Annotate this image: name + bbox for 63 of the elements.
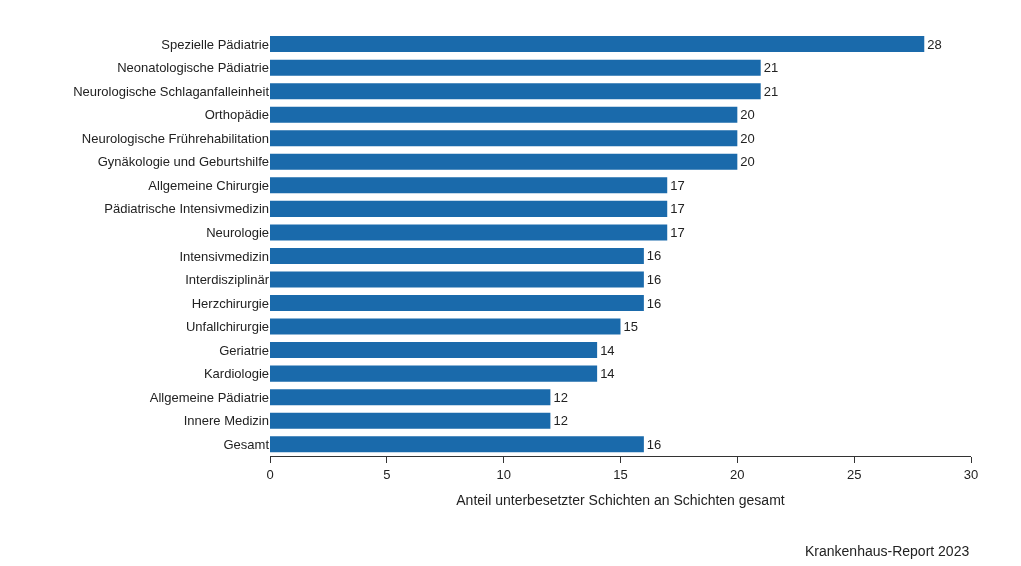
data-label: 14 <box>600 366 615 382</box>
bar <box>270 177 668 194</box>
data-label: 20 <box>740 130 755 146</box>
bar <box>270 342 598 359</box>
bar <box>270 295 644 312</box>
data-label: 17 <box>670 224 685 240</box>
y-tick-label: Unfallchirurgie <box>185 319 269 335</box>
data-label: 16 <box>646 271 662 287</box>
bar <box>270 130 738 147</box>
data-label: 14 <box>600 342 615 358</box>
y-tick-label: Spezielle Pädiatrie <box>161 36 269 52</box>
x-tick-label: 25 <box>846 466 862 482</box>
bar <box>270 389 551 406</box>
y-tick-label: Gynäkologie und Geburtshilfe <box>97 154 269 170</box>
x-tick-label: 10 <box>496 466 511 482</box>
data-label: 15 <box>623 319 638 335</box>
y-tick-label: Interdisziplinär <box>185 272 270 288</box>
bar <box>270 59 761 76</box>
data-label: 28 <box>927 36 942 52</box>
bar <box>270 318 621 335</box>
y-tick-label: Neurologische Schlaganfalleinheit <box>73 83 270 99</box>
y-tick-label: Gesamt <box>223 436 270 452</box>
data-label: 21 <box>763 60 779 76</box>
bar <box>270 365 598 382</box>
x-tick-label: 20 <box>730 466 745 482</box>
text: Krankenhaus-Report 2023 <box>805 543 970 559</box>
y-tick-label: Herzchirurgie <box>191 295 269 311</box>
data-label: 21 <box>763 83 779 99</box>
y-tick-label: Neurologische Frührehabilitation <box>81 130 269 146</box>
x-tick-label: 5 <box>383 466 391 482</box>
data-label: 17 <box>670 177 685 193</box>
data-label: 20 <box>740 107 755 123</box>
bar <box>270 247 644 264</box>
bar <box>270 106 738 123</box>
data-label: 20 <box>740 154 755 170</box>
bar <box>270 412 551 429</box>
data-label: 12 <box>553 413 568 429</box>
x-tick-label: 30 <box>963 466 979 482</box>
x-tick-label: 15 <box>613 466 628 482</box>
data-label: 16 <box>646 295 662 311</box>
y-tick-label: Orthopädie <box>204 107 269 123</box>
y-tick-label: Pädiatrische Intensivmedizin <box>104 201 269 217</box>
y-tick-label: Allgemeine Chirurgie <box>148 177 269 193</box>
data-label: 12 <box>553 389 568 405</box>
y-tick-label: Neonatologische Pädiatrie <box>117 60 269 76</box>
y-tick-label: Kardiologie <box>203 366 269 382</box>
data-label: 16 <box>646 248 662 264</box>
bar <box>270 36 925 53</box>
y-tick-label: Geriatrie <box>219 342 269 358</box>
data-label: 17 <box>670 201 685 217</box>
bar <box>270 271 644 288</box>
y-tick-label: Allgemeine Pädiatrie <box>149 389 269 405</box>
bar <box>270 224 668 241</box>
x-tick-label: 0 <box>266 466 274 482</box>
y-tick-label: Innere Medizin <box>183 413 269 429</box>
x-axis-title: Anteil unterbesetzter Schichten an Schichten gesamt <box>456 491 785 508</box>
bar <box>270 436 644 453</box>
bar <box>270 200 668 217</box>
y-tick-label: Neurologie <box>206 224 269 240</box>
y-tick-label: Intensivmedizin <box>179 248 269 264</box>
bar <box>270 83 761 100</box>
data-label: 16 <box>646 436 662 452</box>
bar <box>270 153 738 170</box>
